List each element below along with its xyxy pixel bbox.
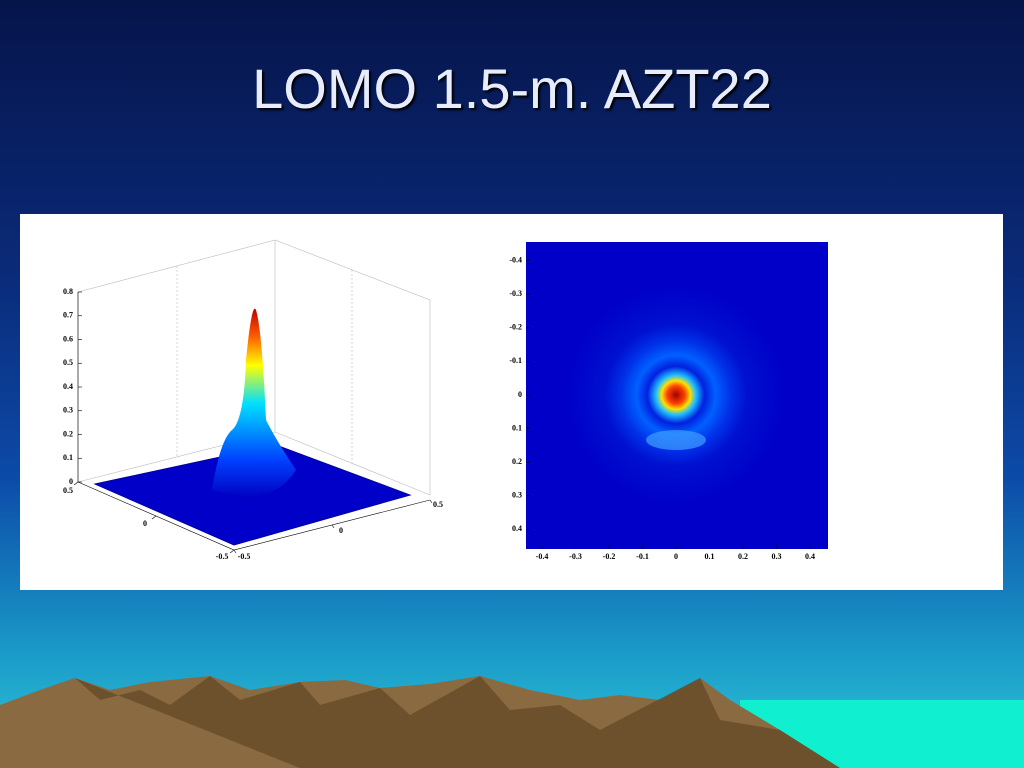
y-tick xyxy=(331,524,335,529)
y-tick xyxy=(429,499,433,504)
psf-image xyxy=(526,242,828,549)
z-tick-label: 0.6 xyxy=(63,334,73,343)
image-y-tick-label: 0 xyxy=(518,390,522,399)
z-tick-label: 0.5 xyxy=(63,358,73,367)
image-y-tick-label: -0.4 xyxy=(509,255,522,264)
surface-peak xyxy=(212,308,296,498)
x-tick-label: 0 xyxy=(143,519,147,528)
image-x-tick-label: 0.4 xyxy=(805,552,815,561)
slide-title: LOMO 1.5-m. AZT22 xyxy=(252,57,772,120)
image-x-tick-label: -0.2 xyxy=(603,552,616,561)
surface-frame xyxy=(77,239,431,496)
figure-panel xyxy=(20,214,1003,590)
image-x-tick-label: 0 xyxy=(674,552,678,561)
image-x-tick-label: -0.3 xyxy=(569,552,582,561)
x-tick xyxy=(73,481,79,486)
image-x-tick-label: 0.2 xyxy=(738,552,748,561)
image-y-tick-label: 0.3 xyxy=(512,491,522,500)
x-tick-label: -0.5 xyxy=(216,552,229,561)
mountain-shadow xyxy=(75,676,840,768)
y-tick-label: 0 xyxy=(339,526,343,535)
x-tick xyxy=(151,515,157,520)
y-tick-label: 0.5 xyxy=(433,500,443,509)
y-tick xyxy=(233,549,237,554)
z-tick-label: 0.1 xyxy=(63,453,73,462)
image-y-tick-label: -0.1 xyxy=(509,356,522,365)
psf-lobe xyxy=(646,430,706,450)
x-tick-label: 0.5 xyxy=(63,486,73,495)
y-tick-label: -0.5 xyxy=(238,552,251,561)
image-x-tick-label: -0.1 xyxy=(636,552,649,561)
image-y-tick-label: -0.3 xyxy=(509,289,522,298)
z-tick-label: 0.8 xyxy=(63,287,73,296)
z-tick-label: 0.4 xyxy=(63,382,73,391)
z-tick-label: 0.3 xyxy=(63,406,73,415)
z-tick-label: 0.7 xyxy=(63,311,73,320)
image-y-tick-label: -0.2 xyxy=(509,323,522,332)
image-x-tick-label: 0.1 xyxy=(705,552,715,561)
image-y-tick-label: 0.4 xyxy=(512,524,522,533)
image-y-tick-label: 0.2 xyxy=(512,457,522,466)
image-x-tick-label: -0.4 xyxy=(536,552,549,561)
z-tick-label: 0.2 xyxy=(63,429,73,438)
image-x-tick-label: 0.3 xyxy=(772,552,782,561)
x-tick xyxy=(229,549,235,554)
z-tick-label: 0 xyxy=(69,477,73,486)
image-y-tick-label: 0.1 xyxy=(512,423,522,432)
